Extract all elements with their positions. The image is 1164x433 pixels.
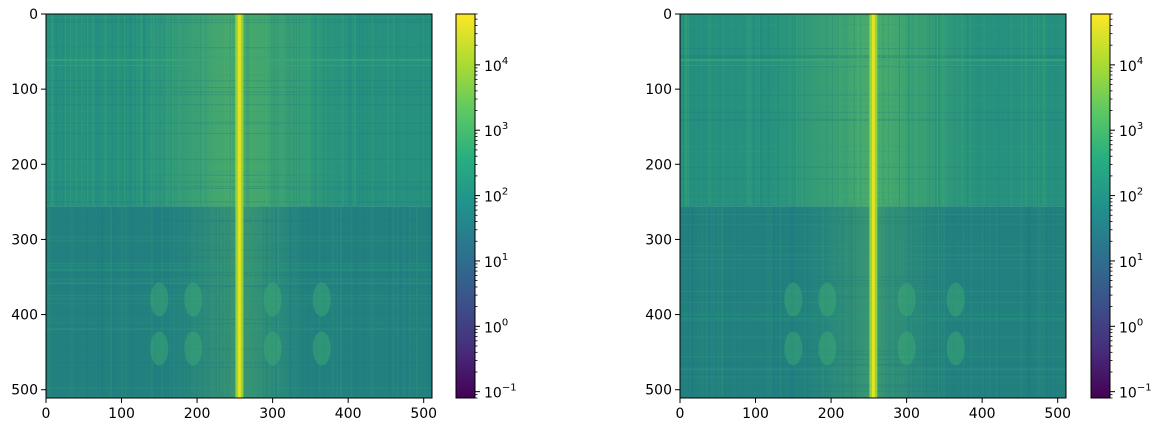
x-tick-label: 400 (969, 406, 996, 422)
colorbar: 10−1 100 101 102 103 104 (455, 13, 517, 402)
x-tick-label: 300 (259, 406, 286, 422)
colorbar-tick-label: 100 (484, 317, 508, 336)
axes-frame (679, 13, 1067, 399)
colorbar-tick-label: 102 (484, 187, 508, 206)
x-tick-label: 100 (108, 406, 135, 422)
y-tick-label: 0 (29, 7, 38, 23)
colorbar-tick-label: 101 (484, 252, 508, 271)
y-tick-label: 400 (645, 308, 672, 324)
y-tick-label: 200 (11, 157, 38, 173)
colorbar-tick-label: 100 (1119, 317, 1143, 336)
colorbar-tick-label: 101 (1119, 252, 1143, 271)
y-tick-label: 200 (645, 157, 672, 173)
colorbar-tick-label: 102 (1119, 187, 1143, 206)
colorbar-tick-label: 104 (1119, 56, 1143, 75)
colorbar-tick-label: 103 (1119, 121, 1143, 140)
axes-frame (45, 13, 433, 399)
x-tick-label: 200 (818, 406, 845, 422)
x-tick-label: 100 (742, 406, 769, 422)
y-tick-label: 300 (11, 232, 38, 248)
y-tick-label: 100 (645, 82, 672, 98)
colorbar-tick-label: 10−1 (1119, 383, 1152, 402)
y-tick-label: 300 (645, 232, 672, 248)
x-tick-label: 0 (676, 406, 685, 422)
heatmap-image (680, 14, 1066, 398)
colorbar-tick-label: 10−1 (484, 383, 517, 402)
x-tick-label: 0 (42, 406, 51, 422)
x-tick-label: 200 (184, 406, 211, 422)
colorbar: 10−1 100 101 102 103 104 (1090, 13, 1152, 402)
y-tick-label: 400 (11, 308, 38, 324)
y-tick-label: 0 (663, 7, 672, 23)
colorbar-tick-label: 104 (484, 56, 508, 75)
x-tick-label: 400 (335, 406, 362, 422)
y-tick-label: 500 (11, 383, 38, 399)
colorbar-tick-label: 103 (484, 121, 508, 140)
y-tick-label: 100 (11, 82, 38, 98)
x-tick-label: 500 (410, 406, 437, 422)
x-tick-label: 300 (893, 406, 920, 422)
y-tick-label: 500 (645, 383, 672, 399)
heatmap-image (46, 14, 432, 398)
x-tick-label: 500 (1044, 406, 1071, 422)
